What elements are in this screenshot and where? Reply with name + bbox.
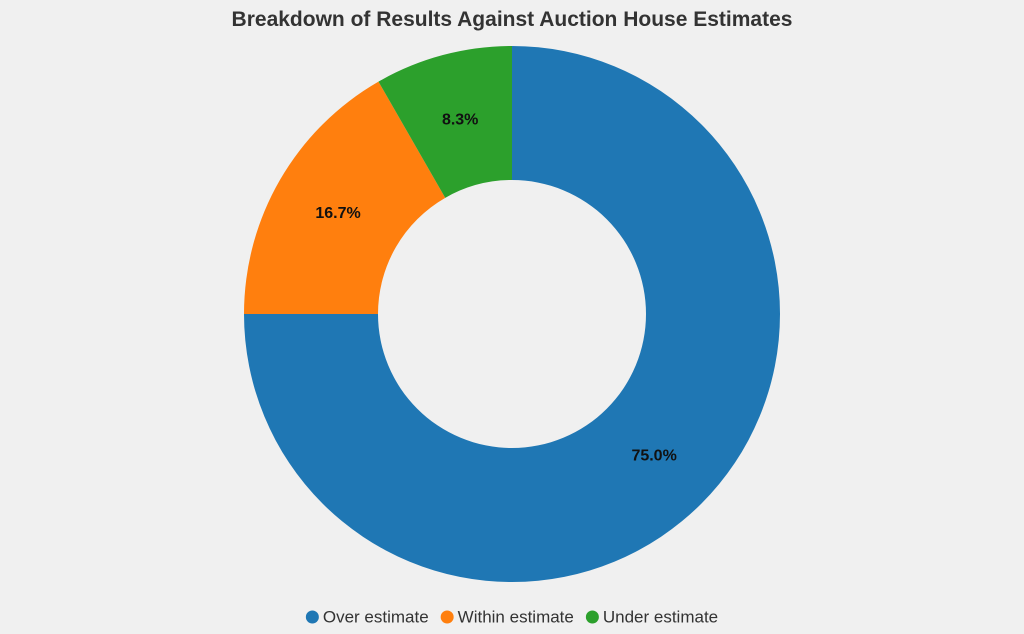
slice-over-estimate [244, 46, 780, 582]
legend-item-within-estimate: Within estimate [440, 608, 574, 627]
chart-legend: Over estimate Within estimate Under estima… [305, 608, 718, 627]
slice-labels: 75.0% 16.7% 8.3% [315, 111, 676, 464]
legend-label-under-estimate: Under estimate [603, 608, 718, 627]
legend-swatch-within-estimate [440, 610, 454, 624]
legend-swatch-under-estimate [585, 610, 599, 624]
slice-under-estimate [378, 46, 512, 198]
slice-within-estimate [244, 81, 446, 314]
legend-label-within-estimate: Within estimate [458, 608, 574, 627]
donut-slices [244, 46, 780, 582]
slice-label-under-estimate: 8.3% [442, 111, 478, 128]
legend-item-over-estimate: Over estimate [305, 608, 429, 627]
legend-swatch-over-estimate [305, 610, 319, 624]
legend-item-under-estimate: Under estimate [585, 608, 718, 627]
slice-label-over-estimate: 75.0% [631, 448, 676, 465]
slice-label-within-estimate: 16.7% [315, 205, 360, 222]
chart-title: Breakdown of Results Against Auction Hou… [232, 8, 793, 31]
legend-label-over-estimate: Over estimate [323, 608, 429, 627]
